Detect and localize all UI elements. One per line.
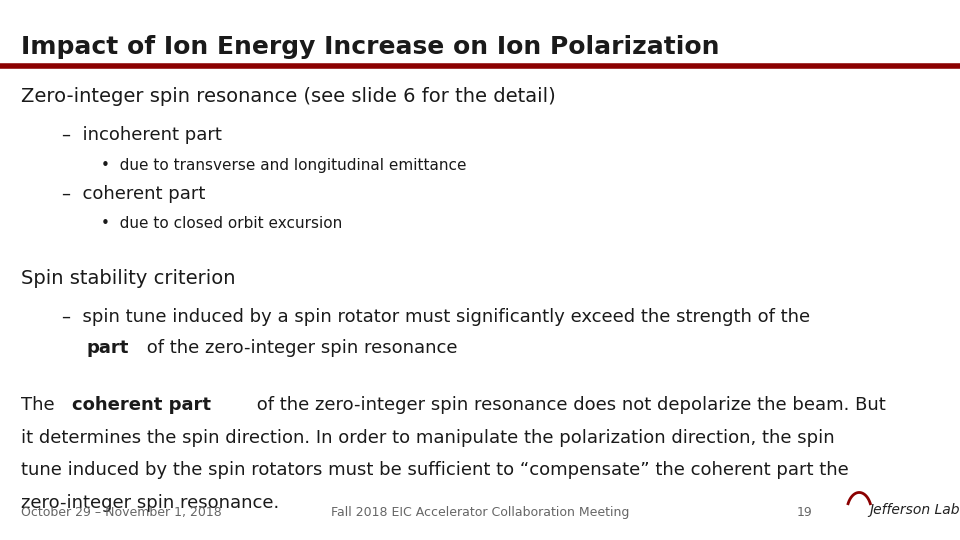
Text: tune induced by the spin rotators must be sufficient to “compensate” the coheren: tune induced by the spin rotators must b… bbox=[21, 461, 849, 479]
Text: –  incoherent part: – incoherent part bbox=[62, 126, 223, 144]
Text: •  due to transverse and longitudinal emittance: • due to transverse and longitudinal emi… bbox=[101, 158, 467, 173]
Text: coherent part: coherent part bbox=[72, 396, 211, 414]
Text: of the zero-integer spin resonance does not depolarize the beam. But: of the zero-integer spin resonance does … bbox=[252, 396, 886, 414]
Text: part: part bbox=[86, 339, 129, 357]
Text: 19: 19 bbox=[797, 507, 812, 519]
Text: •  due to closed orbit excursion: • due to closed orbit excursion bbox=[101, 216, 342, 231]
Text: Spin stability criterion: Spin stability criterion bbox=[21, 269, 235, 288]
Text: Jefferson Lab: Jefferson Lab bbox=[869, 503, 959, 517]
Text: –  spin tune induced by a spin rotator must significantly exceed the strength of: – spin tune induced by a spin rotator mu… bbox=[62, 308, 816, 326]
Text: it determines the spin direction. In order to manipulate the polarization direct: it determines the spin direction. In ord… bbox=[21, 429, 835, 447]
Text: of the zero-integer spin resonance: of the zero-integer spin resonance bbox=[141, 339, 458, 357]
Text: zero-integer spin resonance.: zero-integer spin resonance. bbox=[21, 494, 279, 511]
Text: Impact of Ion Energy Increase on Ion Polarization: Impact of Ion Energy Increase on Ion Pol… bbox=[21, 35, 720, 59]
Text: Fall 2018 EIC Accelerator Collaboration Meeting: Fall 2018 EIC Accelerator Collaboration … bbox=[331, 507, 629, 519]
Text: October 29 – November 1, 2018: October 29 – November 1, 2018 bbox=[21, 507, 222, 519]
Text: Zero-integer spin resonance (see slide 6 for the detail): Zero-integer spin resonance (see slide 6… bbox=[21, 87, 556, 106]
Text: –  coherent part: – coherent part bbox=[62, 185, 205, 202]
Text: The: The bbox=[21, 396, 60, 414]
